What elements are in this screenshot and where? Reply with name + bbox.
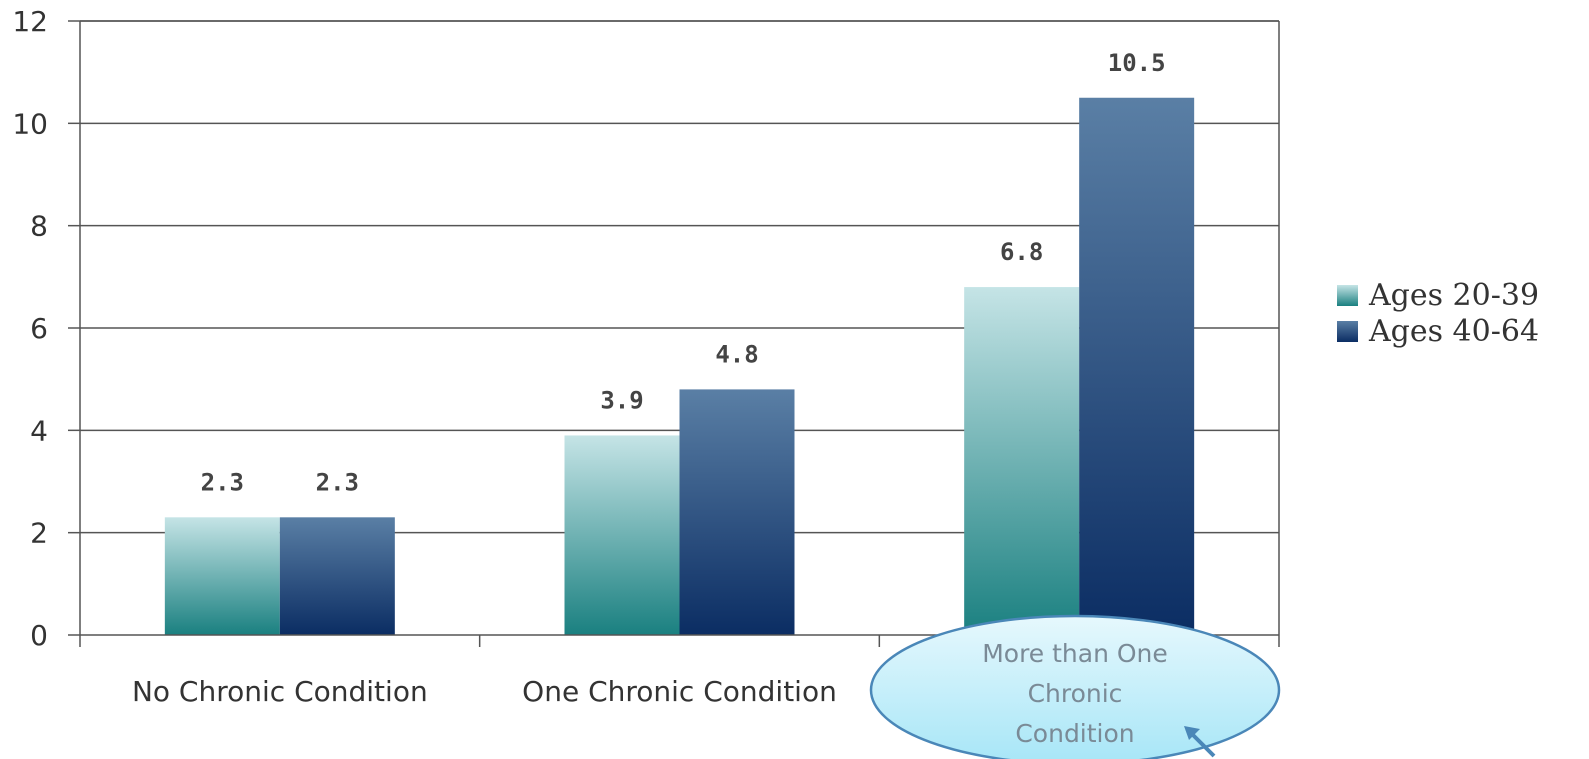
category-label-2: One Chronic Condition	[522, 675, 837, 708]
data-label-series1-cat1: 2.3	[201, 468, 244, 496]
data-label-series2-cat2: 4.8	[715, 340, 758, 368]
y-tick-label-12: 12	[12, 5, 48, 38]
y-tick-label-6: 6	[30, 312, 48, 345]
y-tick-label-4: 4	[30, 414, 48, 447]
data-label-series1-cat3: 6.8	[1000, 238, 1043, 266]
bar-series2-cat1	[279, 517, 395, 635]
y-tick-label-8: 8	[30, 210, 48, 243]
bar-series1-cat3	[964, 287, 1080, 635]
bar-series2-cat2	[679, 389, 795, 635]
data-label-series1-cat2: 3.9	[600, 386, 643, 414]
data-label-series2-cat3: 10.5	[1108, 49, 1166, 77]
bar-series1-cat1	[164, 517, 280, 635]
data-label-series2-cat1: 2.3	[316, 468, 359, 496]
legend-swatch-series2	[1337, 321, 1358, 342]
callout-text-line-1: More than One	[982, 639, 1168, 668]
callout: More than One Chronic Condition	[869, 614, 1281, 759]
callout-pointer-arrowhead	[1184, 726, 1200, 740]
data-labels: 2.3 2.3 3.9 4.8 6.8 10.5	[201, 49, 1166, 497]
callout-text-line-3: Condition	[1015, 719, 1134, 748]
x-category-labels: No Chronic Condition One Chronic Conditio…	[132, 675, 837, 708]
legend-label-series1: Ages 20-39	[1368, 278, 1539, 313]
legend-label-series2: Ages 40-64	[1368, 314, 1539, 349]
legend-swatch-series1	[1337, 285, 1358, 306]
callout-text-line-2: Chronic	[1028, 679, 1123, 708]
bars	[164, 97, 1195, 635]
callout-bubble	[869, 614, 1281, 759]
bar-series2-cat3	[1079, 97, 1195, 635]
category-label-1: No Chronic Condition	[132, 675, 428, 708]
y-tick-label-2: 2	[30, 517, 48, 550]
y-tick-label-0: 0	[30, 619, 48, 652]
bar-series1-cat2	[564, 435, 680, 635]
y-tick-labels: 0 2 4 6 8 10 12	[12, 5, 48, 652]
y-tick-label-10: 10	[12, 107, 48, 140]
